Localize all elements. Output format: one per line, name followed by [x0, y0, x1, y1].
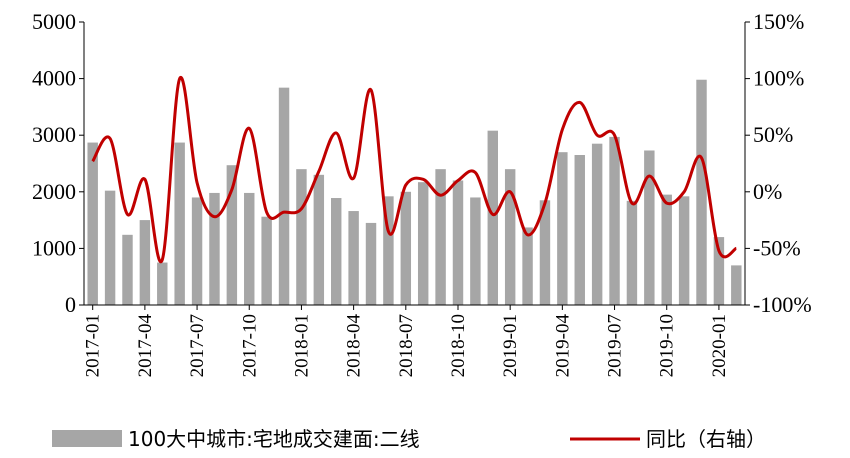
bar	[209, 192, 220, 305]
y-right-tick-label: 100%	[753, 66, 804, 91]
bar	[539, 200, 551, 305]
bar	[122, 234, 133, 305]
legend: 100大中城市:宅地成交建面:二线 同比（右轴）	[52, 427, 766, 451]
bar	[661, 194, 672, 305]
bar	[504, 169, 516, 305]
x-tick-label: 2019-01	[500, 314, 521, 377]
legend-line-label: 同比（右轴）	[646, 427, 766, 451]
x-tick-label: 2018-04	[344, 314, 365, 378]
bar	[87, 142, 98, 305]
bar	[609, 136, 620, 305]
bar	[400, 191, 412, 305]
x-tick-label: 2018-01	[291, 314, 312, 377]
bar	[157, 262, 168, 305]
x-tick-label: 2017-10	[239, 314, 260, 377]
x-tick-label: 2019-04	[552, 314, 573, 378]
bar	[174, 142, 185, 305]
bar	[331, 198, 342, 305]
bar	[383, 196, 394, 305]
bar	[713, 237, 725, 305]
x-tick-label: 2017-01	[83, 314, 104, 377]
y-left-tick-label: 5000	[32, 9, 76, 34]
y-left-tick-label: 3000	[32, 122, 76, 147]
bar	[487, 130, 498, 305]
x-tick-label: 2019-10	[657, 314, 678, 377]
bar	[435, 169, 446, 305]
bar	[244, 192, 255, 305]
bar	[139, 220, 151, 305]
bar	[104, 190, 116, 305]
bar	[278, 87, 290, 305]
axes: 0 1000 2000 3000 4000 5000 -100% -50% 0% 50% 100% 1…	[32, 9, 812, 377]
bar	[452, 180, 464, 305]
bar	[365, 222, 377, 305]
bar	[678, 196, 690, 305]
x-tick-label: 2018-10	[448, 314, 469, 377]
bar	[591, 143, 603, 305]
y-right-tick-label: -100%	[753, 292, 812, 317]
x-tick-label: 2020-01	[709, 314, 730, 377]
legend-bar-swatch	[52, 430, 122, 447]
x-tick-label: 2019-07	[605, 314, 626, 377]
bar	[557, 152, 568, 305]
bar	[348, 211, 359, 305]
bar	[313, 174, 325, 305]
y-right-tick-label: 50%	[753, 122, 793, 147]
bar	[470, 197, 481, 305]
bar	[296, 169, 307, 305]
bar	[731, 265, 742, 305]
x-tick-label: 2018-07	[396, 314, 417, 377]
x-tick-label: 2017-04	[135, 314, 156, 378]
bar	[626, 200, 638, 305]
bar	[644, 150, 655, 305]
bar	[261, 216, 272, 305]
bar	[522, 227, 533, 305]
y-left-tick-label: 1000	[32, 235, 76, 260]
y-left-tick-label: 2000	[32, 179, 76, 204]
line-series	[91, 76, 738, 264]
y-right-tick-label: 150%	[753, 9, 804, 34]
bar	[417, 182, 429, 305]
legend-bar-label: 100大中城市:宅地成交建面:二线	[128, 427, 420, 451]
y-left-tick-label: 4000	[32, 66, 76, 91]
x-tick-label: 2017-07	[187, 314, 208, 377]
bar	[696, 79, 707, 306]
bar	[574, 155, 585, 305]
y-left-tick-label: 0	[65, 292, 76, 317]
y-right-tick-label: -50%	[753, 235, 801, 260]
y-right-tick-label: 0%	[753, 179, 782, 204]
bar	[191, 197, 203, 305]
yoy-line	[91, 76, 738, 264]
bar-series	[87, 79, 742, 306]
bar	[226, 165, 238, 305]
